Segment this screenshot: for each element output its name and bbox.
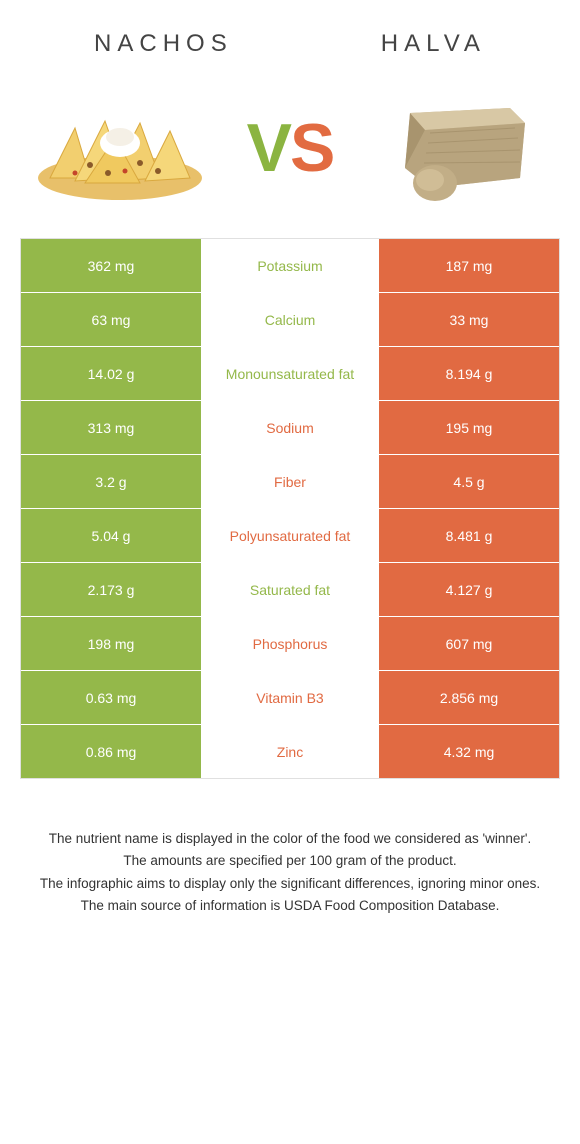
- table-row: 3.2 gFiber4.5 g: [21, 454, 559, 508]
- vs-label: VS: [247, 109, 334, 187]
- left-value: 14.02 g: [21, 347, 201, 400]
- left-value: 362 mg: [21, 239, 201, 292]
- left-value: 313 mg: [21, 401, 201, 454]
- table-row: 362 mgPotassium187 mg: [21, 238, 559, 292]
- nutrient-label: Calcium: [201, 293, 379, 346]
- nutrient-label: Monounsaturated fat: [201, 347, 379, 400]
- table-row: 2.173 gSaturated fat4.127 g: [21, 562, 559, 616]
- right-value: 4.127 g: [379, 563, 559, 616]
- footnote-line: The amounts are specified per 100 gram o…: [30, 851, 550, 871]
- left-value: 3.2 g: [21, 455, 201, 508]
- table-row: 0.63 mgVitamin B32.856 mg: [21, 670, 559, 724]
- right-value: 33 mg: [379, 293, 559, 346]
- nutrient-label: Polyunsaturated fat: [201, 509, 379, 562]
- nutrient-label: Zinc: [201, 725, 379, 778]
- right-value: 195 mg: [379, 401, 559, 454]
- left-value: 0.86 mg: [21, 725, 201, 778]
- nutrient-label: Vitamin B3: [201, 671, 379, 724]
- footnote-line: The nutrient name is displayed in the co…: [30, 829, 550, 849]
- left-value: 2.173 g: [21, 563, 201, 616]
- footnote-line: The main source of information is USDA F…: [30, 896, 550, 916]
- right-value: 607 mg: [379, 617, 559, 670]
- table-row: 313 mgSodium195 mg: [21, 400, 559, 454]
- vs-s: S: [290, 110, 333, 186]
- left-value: 0.63 mg: [21, 671, 201, 724]
- table-row: 63 mgCalcium33 mg: [21, 292, 559, 346]
- nutrient-label: Phosphorus: [201, 617, 379, 670]
- right-value: 187 mg: [379, 239, 559, 292]
- left-value: 198 mg: [21, 617, 201, 670]
- table-row: 14.02 gMonounsaturated fat8.194 g: [21, 346, 559, 400]
- right-food-title: Halva: [381, 30, 486, 58]
- nutrient-label: Potassium: [201, 239, 379, 292]
- footnotes: The nutrient name is displayed in the co…: [0, 779, 580, 938]
- left-value: 5.04 g: [21, 509, 201, 562]
- right-value: 8.481 g: [379, 509, 559, 562]
- left-food-title: Nachos: [94, 30, 233, 58]
- header: Nachos Halva: [0, 0, 580, 68]
- right-value: 2.856 mg: [379, 671, 559, 724]
- vs-v: V: [247, 110, 290, 186]
- table-row: 5.04 gPolyunsaturated fat8.481 g: [21, 508, 559, 562]
- right-value: 4.5 g: [379, 455, 559, 508]
- right-value: 8.194 g: [379, 347, 559, 400]
- footnote-line: The infographic aims to display only the…: [30, 874, 550, 894]
- nachos-image: [30, 88, 210, 208]
- left-value: 63 mg: [21, 293, 201, 346]
- nutrient-label: Fiber: [201, 455, 379, 508]
- table-row: 0.86 mgZinc4.32 mg: [21, 724, 559, 778]
- nutrient-label: Saturated fat: [201, 563, 379, 616]
- hero-images: VS: [0, 68, 580, 238]
- table-row: 198 mgPhosphorus607 mg: [21, 616, 559, 670]
- halva-image: [370, 88, 550, 208]
- right-value: 4.32 mg: [379, 725, 559, 778]
- nutrient-label: Sodium: [201, 401, 379, 454]
- comparison-table: 362 mgPotassium187 mg63 mgCalcium33 mg14…: [20, 238, 560, 779]
